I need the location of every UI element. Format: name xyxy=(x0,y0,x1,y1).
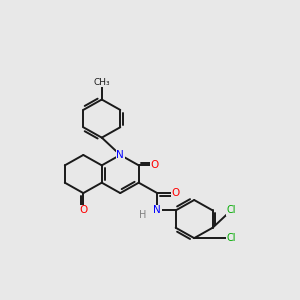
Text: Cl: Cl xyxy=(226,206,236,215)
Text: O: O xyxy=(79,206,87,215)
Text: O: O xyxy=(172,188,180,198)
Text: N: N xyxy=(153,206,161,215)
Text: Cl: Cl xyxy=(226,233,236,243)
Text: CH₃: CH₃ xyxy=(94,78,110,87)
Text: O: O xyxy=(151,160,159,170)
Text: N: N xyxy=(116,150,124,160)
Text: H: H xyxy=(139,210,146,220)
